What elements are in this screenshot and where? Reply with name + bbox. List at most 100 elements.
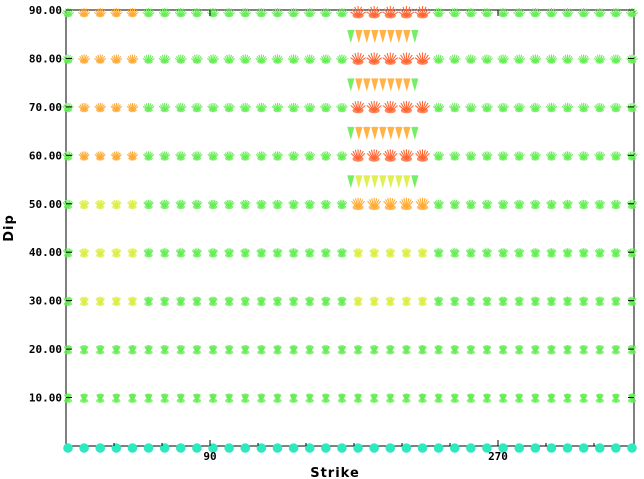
mechanism-glyph [224,393,234,403]
mechanism-glyph [62,248,74,258]
mechanism-glyph [513,8,526,18]
mechanism-glyph [353,393,363,403]
mechanism-glyph [304,248,315,258]
mechanism-glyph [256,296,267,306]
mechanism-glyph-secondary [363,78,371,92]
mechanism-glyph [593,8,606,18]
mechanism-glyph-secondary [395,29,403,44]
mechanism-glyph [96,393,105,403]
mechanism-glyph [257,345,266,355]
mechanism-glyph [577,8,590,18]
mechanism-glyph [465,102,477,113]
mechanism-glyph [337,393,347,403]
mechanism-glyph [369,296,379,306]
mechanism-glyph [531,393,540,403]
mechanism-glyph [595,345,605,355]
mechanism-glyph [369,248,380,258]
mechanism-glyph [497,199,509,210]
mechanism-glyph [191,248,202,258]
mechanism-glyph [321,345,331,355]
mechanism-glyph [353,345,363,355]
mechanism-glyph [159,248,170,258]
mechanism-glyph-secondary [403,78,411,92]
mechanism-glyph [191,102,203,113]
mechanism-glyph [142,8,155,18]
mechanism-glyph [174,54,187,64]
mechanism-glyph [319,54,332,64]
mechanism-glyph [79,296,89,306]
mechanism-glyph [143,443,154,453]
mechanism-glyph [432,102,445,113]
mechanism-glyph [577,102,590,113]
mechanism-glyph [449,151,461,161]
mechanism-glyph [272,199,283,210]
mechanism-glyph [546,443,557,453]
mechanism-glyph-secondary [411,175,419,189]
mechanism-glyph [625,8,639,18]
mechanism-glyph [627,296,637,306]
mechanism-glyph [610,248,621,258]
mechanism-glyph [434,345,443,355]
mechanism-glyph [223,151,235,161]
mechanism-glyph [465,199,477,210]
mechanism-glyph [418,345,427,355]
mechanism-glyph [545,151,558,161]
y-axis-ticks: 10.00 20.00 30.00 40.00 50.00 60.00 70.00 80.00… [29,4,634,405]
mechanism-glyph [273,345,282,355]
mechanism-glyph [497,102,509,113]
mechanism-glyph [350,6,367,19]
y-tick-label: 90.00 [29,4,62,17]
mechanism-glyph-secondary [387,78,395,92]
mechanism-glyph [305,296,315,306]
mechanism-glyph [464,8,477,18]
mechanism-glyph [303,102,316,113]
mechanism-glyph [192,443,202,453]
mechanism-glyph [144,393,153,403]
mechanism-glyph [562,199,573,210]
mechanism-glyph [366,100,382,114]
mechanism-glyph [79,443,89,453]
mechanism-glyph [611,296,621,306]
mechanism-glyph [288,296,299,306]
mechanism-glyph [450,296,460,306]
x-axis-ticks: 90 270 [113,10,595,463]
mechanism-glyph [111,199,122,210]
mechanism-glyph [143,199,154,210]
mechanism-glyph [336,248,347,258]
mechanism-glyph [304,151,316,161]
mechanism-glyph-secondary [411,126,419,141]
mechanism-glyph [497,151,509,161]
mechanism-glyph [449,443,460,453]
mechanism-glyph [176,296,186,306]
mechanism-glyph [223,102,235,113]
mechanism-glyph [432,54,445,64]
mechanism-glyph [578,151,590,161]
mechanism-glyph [594,443,605,453]
mechanism-glyph [78,102,90,113]
mechanism-glyph [63,296,73,306]
mechanism-glyph [351,197,366,211]
mechanism-glyph [369,345,379,355]
mechanism-glyph [240,345,250,355]
mechanism-glyph [579,393,588,403]
mechanism-glyph [128,393,137,403]
mechanism-glyph [110,8,123,18]
mechanism-glyph [78,8,91,18]
mechanism-glyph [611,393,621,403]
mechanism-glyph [127,443,138,453]
mechanism-glyph [465,151,477,161]
mechanism-glyph [288,248,299,258]
mechanism-glyph [239,54,252,64]
mechanism-glyph [255,54,268,64]
mechanism-glyph [514,443,525,453]
mechanism-glyph [579,345,588,355]
mechanism-glyph [466,296,476,306]
mechanism-glyph [530,345,540,355]
mechanism-glyph [207,102,219,113]
y-axis-label: Dip [2,214,17,242]
mechanism-glyph [79,345,89,355]
mechanism-glyph [94,102,107,113]
mechanism-glyph [385,345,395,355]
mechanism-glyph [239,199,251,210]
mechanism-glyph [609,8,622,18]
